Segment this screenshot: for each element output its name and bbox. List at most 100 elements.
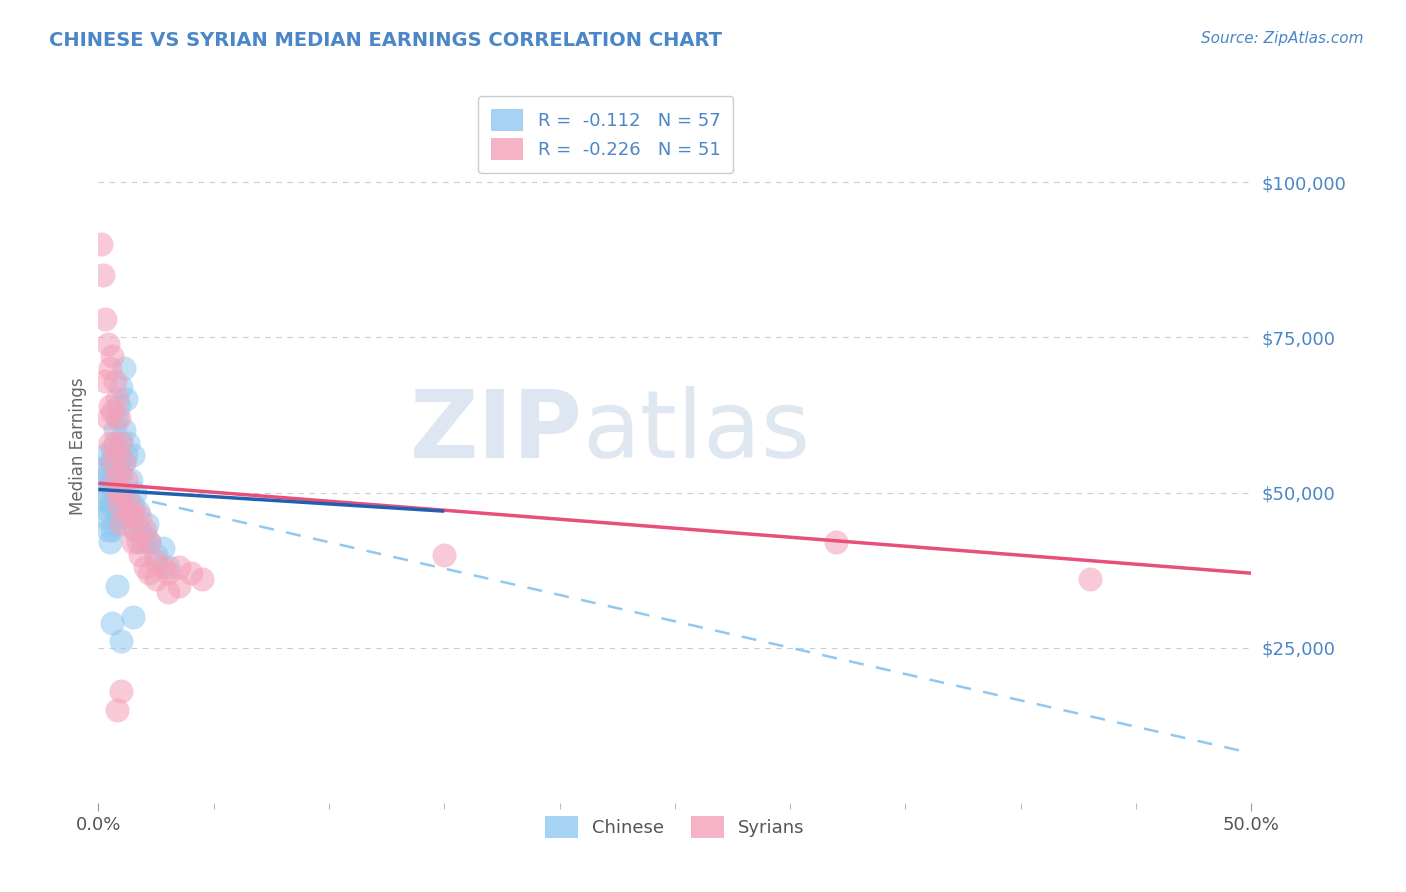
Point	[94, 311, 117, 326]
Point	[115, 504, 138, 518]
Point	[112, 361, 135, 376]
Point	[117, 491, 139, 506]
Point	[156, 566, 179, 581]
Text: CHINESE VS SYRIAN MEDIAN EARNINGS CORRELATION CHART: CHINESE VS SYRIAN MEDIAN EARNINGS CORREL…	[49, 31, 723, 50]
Point	[152, 541, 174, 556]
Point	[105, 448, 128, 462]
Point	[145, 554, 167, 568]
Point	[112, 454, 135, 468]
Point	[127, 535, 149, 549]
Point	[108, 399, 131, 413]
Point	[122, 609, 145, 624]
Point	[433, 548, 456, 562]
Point	[97, 467, 120, 481]
Point	[101, 349, 124, 363]
Point	[103, 516, 125, 531]
Point	[122, 535, 145, 549]
Point	[98, 436, 121, 450]
Point	[101, 473, 124, 487]
Point	[1078, 573, 1101, 587]
Point	[138, 535, 160, 549]
Point	[110, 498, 132, 512]
Point	[105, 703, 128, 717]
Point	[131, 535, 153, 549]
Point	[98, 498, 121, 512]
Point	[98, 535, 121, 549]
Point	[138, 535, 160, 549]
Point	[97, 336, 120, 351]
Point	[101, 405, 124, 419]
Point	[120, 510, 142, 524]
Point	[101, 442, 124, 456]
Point	[105, 392, 128, 407]
Point	[105, 460, 128, 475]
Point	[103, 374, 125, 388]
Point	[101, 498, 124, 512]
Point	[129, 548, 152, 562]
Point	[120, 473, 142, 487]
Text: ZIP: ZIP	[409, 385, 582, 478]
Point	[134, 560, 156, 574]
Point	[145, 548, 167, 562]
Point	[145, 573, 167, 587]
Point	[105, 485, 128, 500]
Point	[91, 268, 114, 283]
Point	[115, 473, 138, 487]
Point	[110, 485, 132, 500]
Point	[90, 473, 112, 487]
Point	[112, 454, 135, 468]
Point	[135, 516, 157, 531]
Point	[127, 504, 149, 518]
Point	[110, 436, 132, 450]
Point	[117, 436, 139, 450]
Point	[129, 523, 152, 537]
Point	[108, 479, 131, 493]
Point	[94, 510, 117, 524]
Point	[108, 411, 131, 425]
Text: Source: ZipAtlas.com: Source: ZipAtlas.com	[1201, 31, 1364, 46]
Text: atlas: atlas	[582, 385, 811, 478]
Point	[825, 535, 848, 549]
Point	[110, 467, 132, 481]
Point	[98, 361, 121, 376]
Point	[108, 504, 131, 518]
Point	[115, 392, 138, 407]
Point	[91, 460, 114, 475]
Point	[134, 523, 156, 537]
Point	[98, 399, 121, 413]
Point	[156, 560, 179, 574]
Point	[152, 560, 174, 574]
Point	[108, 467, 131, 481]
Point	[129, 510, 152, 524]
Point	[122, 448, 145, 462]
Point	[105, 411, 128, 425]
Point	[101, 523, 124, 537]
Y-axis label: Median Earnings: Median Earnings	[69, 377, 87, 515]
Point	[138, 566, 160, 581]
Point	[101, 454, 124, 468]
Point	[103, 473, 125, 487]
Point	[124, 485, 146, 500]
Point	[124, 523, 146, 537]
Point	[122, 498, 145, 512]
Point	[115, 448, 138, 462]
Point	[105, 579, 128, 593]
Point	[97, 411, 120, 425]
Point	[134, 529, 156, 543]
Point	[94, 374, 117, 388]
Point	[103, 467, 125, 481]
Point	[122, 504, 145, 518]
Point	[167, 560, 190, 574]
Point	[110, 634, 132, 648]
Point	[103, 424, 125, 438]
Point	[110, 684, 132, 698]
Point	[156, 584, 179, 599]
Point	[112, 424, 135, 438]
Point	[98, 479, 121, 493]
Point	[94, 491, 117, 506]
Point	[101, 615, 124, 630]
Point	[91, 485, 114, 500]
Point	[108, 448, 131, 462]
Point	[108, 498, 131, 512]
Point	[90, 237, 112, 252]
